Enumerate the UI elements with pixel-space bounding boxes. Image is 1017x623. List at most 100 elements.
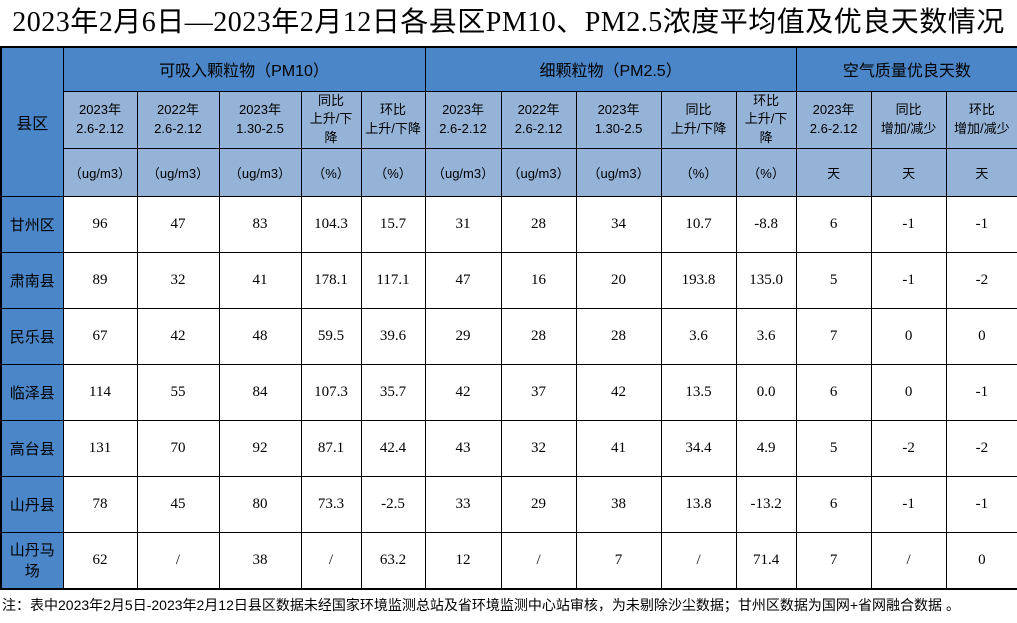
data-cell: 96 bbox=[62, 196, 138, 254]
county-cell: 肃南县 bbox=[0, 252, 64, 310]
data-cell: 41 bbox=[575, 420, 662, 478]
data-cell: 28 bbox=[575, 308, 662, 366]
pm-report-table: 县区 可吸入颗粒物（PM10） 细颗粒物（PM2.5） 空气质量优良天数 202… bbox=[0, 46, 1017, 590]
data-cell: -1 bbox=[945, 364, 1017, 422]
data-cell: -2.5 bbox=[360, 476, 426, 534]
data-cell: 42 bbox=[575, 364, 662, 422]
data-cell: 38 bbox=[575, 476, 662, 534]
group-header-good-days: 空气质量优良天数 bbox=[795, 46, 1017, 92]
data-cell: 0.0 bbox=[735, 364, 797, 422]
data-cell: 135.0 bbox=[735, 252, 797, 310]
data-cell: 4.9 bbox=[735, 420, 797, 478]
data-cell: 31 bbox=[424, 196, 502, 254]
data-cell: 83 bbox=[218, 196, 302, 254]
data-cell: 20 bbox=[575, 252, 662, 310]
data-cell: 80 bbox=[218, 476, 302, 534]
data-cell: 6 bbox=[795, 476, 872, 534]
data-cell: 33 bbox=[424, 476, 502, 534]
data-cell: 63.2 bbox=[360, 532, 426, 590]
subheader: 2023年 2.6-2.12 bbox=[424, 90, 502, 150]
data-cell: 107.3 bbox=[300, 364, 362, 422]
data-cell: -13.2 bbox=[735, 476, 797, 534]
unit-cell: 天 bbox=[945, 148, 1017, 198]
table-row: 甘州区 96 47 83 104.3 15.7 31 28 34 10.7 -8… bbox=[0, 196, 1017, 254]
data-cell: / bbox=[136, 532, 220, 590]
data-cell: / bbox=[300, 532, 362, 590]
data-cell: 38 bbox=[218, 532, 302, 590]
data-cell: -2 bbox=[945, 420, 1017, 478]
data-cell: 34 bbox=[575, 196, 662, 254]
subheader: 2022年 2.6-2.12 bbox=[500, 90, 577, 150]
data-cell: -1 bbox=[870, 476, 947, 534]
data-cell: 0 bbox=[945, 532, 1017, 590]
data-cell: 114 bbox=[62, 364, 138, 422]
data-cell: / bbox=[870, 532, 947, 590]
page-title: 2023年2月6日—2023年2月12日各县区PM10、PM2.5浓度平均值及优… bbox=[12, 7, 1005, 38]
unit-cell: （ug/m3） bbox=[575, 148, 662, 198]
unit-cell: 天 bbox=[795, 148, 872, 198]
group-header-pm25: 细颗粒物（PM2.5） bbox=[424, 46, 797, 92]
data-cell: 178.1 bbox=[300, 252, 362, 310]
unit-cell: （%） bbox=[300, 148, 362, 198]
data-cell: 29 bbox=[500, 476, 577, 534]
data-cell: 55 bbox=[136, 364, 220, 422]
data-cell: 6 bbox=[795, 364, 872, 422]
data-cell: 3.6 bbox=[660, 308, 737, 366]
data-cell: -2 bbox=[945, 252, 1017, 310]
data-cell: 15.7 bbox=[360, 196, 426, 254]
data-cell: -1 bbox=[870, 252, 947, 310]
data-cell: 10.7 bbox=[660, 196, 737, 254]
table-row: 民乐县 67 42 48 59.5 39.6 29 28 28 3.6 3.6 … bbox=[0, 308, 1017, 366]
data-cell: -8.8 bbox=[735, 196, 797, 254]
unit-cell: （%） bbox=[660, 148, 737, 198]
unit-cell: （ug/m3） bbox=[500, 148, 577, 198]
data-cell: / bbox=[500, 532, 577, 590]
table-row: 高台县 131 70 92 87.1 42.4 43 32 41 34.4 4.… bbox=[0, 420, 1017, 478]
group-header-pm10: 可吸入颗粒物（PM10） bbox=[62, 46, 426, 92]
subheader: 2023年 2.6-2.12 bbox=[62, 90, 138, 150]
table-row: 山丹县 78 45 80 73.3 -2.5 33 29 38 13.8 -13… bbox=[0, 476, 1017, 534]
data-cell: 3.6 bbox=[735, 308, 797, 366]
header-period-row: 2023年 2.6-2.12 2022年 2.6-2.12 2023年 1.30… bbox=[1, 90, 1017, 150]
data-cell: 7 bbox=[575, 532, 662, 590]
subheader: 环比 增加/减少 bbox=[945, 90, 1017, 150]
data-cell: 39.6 bbox=[360, 308, 426, 366]
data-cell: 131 bbox=[62, 420, 138, 478]
table-row: 临泽县 114 55 84 107.3 35.7 42 37 42 13.5 0… bbox=[0, 364, 1017, 422]
data-cell: 29 bbox=[424, 308, 502, 366]
data-cell: 5 bbox=[795, 252, 872, 310]
footnote: 注：表中2023年2月5日-2023年2月12日县区数据未经国家环境监测总站及省… bbox=[2, 596, 960, 613]
data-cell: 48 bbox=[218, 308, 302, 366]
unit-cell: （ug/m3） bbox=[218, 148, 302, 198]
data-cell: 5 bbox=[795, 420, 872, 478]
table-row: 山丹马场 62 / 38 / 63.2 12 / 7 / 71.4 7 / 0 bbox=[0, 532, 1017, 590]
data-cell: -2 bbox=[870, 420, 947, 478]
data-cell: 45 bbox=[136, 476, 220, 534]
data-cell: 41 bbox=[218, 252, 302, 310]
data-cell: 0 bbox=[945, 308, 1017, 366]
subheader: 2023年 2.6-2.12 bbox=[795, 90, 872, 150]
data-cell: 62 bbox=[62, 532, 138, 590]
unit-cell: （%） bbox=[360, 148, 426, 198]
data-cell: 7 bbox=[795, 532, 872, 590]
subheader: 2023年 1.30-2.5 bbox=[218, 90, 302, 150]
table-row: 肃南县 89 32 41 178.1 117.1 47 16 20 193.8 … bbox=[0, 252, 1017, 310]
data-cell: 42 bbox=[424, 364, 502, 422]
data-cell: -1 bbox=[870, 196, 947, 254]
data-cell: 92 bbox=[218, 420, 302, 478]
data-cell: 193.8 bbox=[660, 252, 737, 310]
data-cell: 6 bbox=[795, 196, 872, 254]
unit-cell: 天 bbox=[870, 148, 947, 198]
data-cell: 16 bbox=[500, 252, 577, 310]
data-cell: 104.3 bbox=[300, 196, 362, 254]
data-cell: 32 bbox=[136, 252, 220, 310]
data-cell: 117.1 bbox=[360, 252, 426, 310]
data-cell: / bbox=[660, 532, 737, 590]
subheader: 同比 增加/减少 bbox=[870, 90, 947, 150]
data-cell: 12 bbox=[424, 532, 502, 590]
county-cell: 民乐县 bbox=[0, 308, 64, 366]
county-cell: 甘州区 bbox=[0, 196, 64, 254]
data-cell: 70 bbox=[136, 420, 220, 478]
data-cell: 13.8 bbox=[660, 476, 737, 534]
